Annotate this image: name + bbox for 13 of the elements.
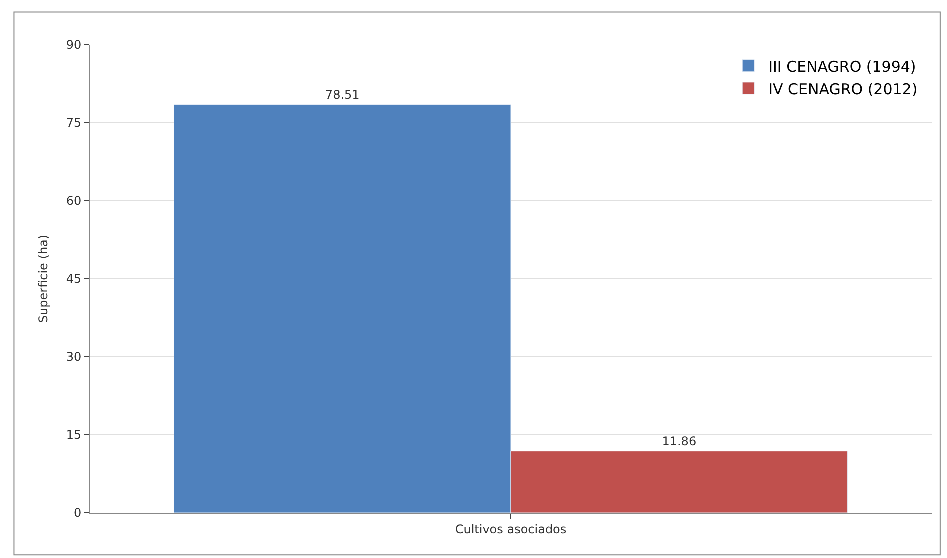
- legend-label: III CENAGRO (1994): [768, 58, 916, 76]
- data-label: 11.86: [662, 434, 697, 448]
- y-tick-label: 60: [66, 194, 82, 208]
- legend-label: IV CENAGRO (2012): [768, 80, 918, 98]
- x-tick-label: Cultivos asociados: [455, 522, 567, 536]
- y-tick-label: 15: [66, 428, 82, 442]
- y-tick-label: 45: [66, 272, 82, 286]
- y-axis-title: Superficie (ha): [36, 234, 51, 324]
- y-tick-label: 90: [66, 38, 82, 52]
- y-tick-label: 75: [66, 116, 82, 130]
- y-tick-label: 0: [74, 506, 82, 520]
- y-tick-label: 30: [66, 350, 82, 364]
- data-label: 78.51: [325, 88, 360, 102]
